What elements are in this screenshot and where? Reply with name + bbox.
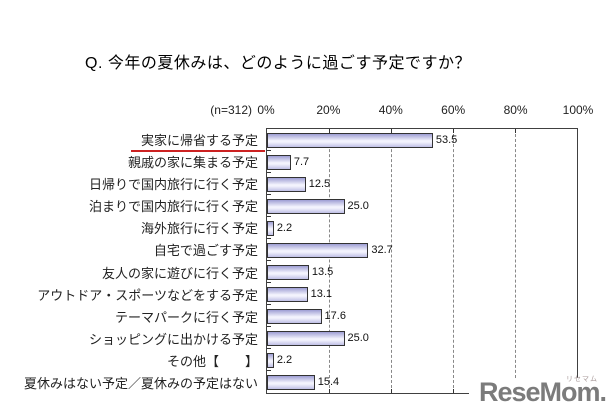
axis-tick — [453, 129, 454, 133]
row-boundary-tick — [267, 348, 271, 349]
bar — [267, 198, 345, 214]
x-tick-label: 100% — [562, 103, 594, 117]
value-label: 7.7 — [293, 156, 310, 168]
category-label: ショッピングに出かける予定 — [88, 332, 258, 348]
category-label: 実家に帰省する予定 — [140, 132, 258, 148]
category-axis: 実家に帰省する予定親戚の家に集まる予定日帰りで国内旅行に行く予定 泊まりで国内旅行… — [0, 128, 262, 394]
resemom-logo: リセマム ReseMom. — [468, 376, 608, 407]
chart-title: Q. 今年の夏休みは、どのように過ごす予定ですか？ — [85, 55, 471, 72]
bar — [267, 264, 309, 280]
value-label: 13.1 — [310, 288, 333, 300]
axis-tick — [391, 389, 392, 393]
row-boundary-tick — [267, 171, 271, 173]
value-label: 15.4 — [317, 376, 340, 388]
bar — [267, 132, 433, 148]
gridline — [453, 129, 454, 393]
value-label: 12.5 — [308, 178, 331, 190]
bar — [267, 352, 274, 368]
row-boundary-tick — [267, 303, 271, 305]
axis-tick — [329, 129, 330, 133]
row-boundary-tick — [267, 238, 271, 239]
value-label: 13.5 — [311, 266, 334, 278]
row-boundary-tick — [267, 326, 271, 327]
value-label: 25.0 — [347, 200, 369, 212]
row-boundary-tick — [267, 194, 271, 195]
row-boundary-tick — [267, 215, 271, 217]
bar — [267, 154, 291, 170]
axis-tick — [453, 389, 454, 393]
x-tick-label: 0% — [257, 103, 275, 117]
bar-row: 2.2 — [267, 217, 577, 239]
value-label: 25.0 — [347, 332, 369, 344]
category-label: 自宅で過ごす予定 — [153, 243, 258, 259]
category-label: その他【 】 — [166, 354, 258, 370]
bar-row: 7.7 — [267, 151, 577, 173]
x-axis: 0% 20% 40% 60% 80% 100% — [257, 103, 593, 118]
row-boundary-tick — [267, 260, 271, 261]
axis-tick — [515, 129, 516, 133]
x-tick-label: 40% — [378, 103, 403, 117]
axis-tick — [391, 129, 392, 133]
row-boundary-tick — [267, 149, 271, 151]
bar — [267, 308, 322, 324]
value-label: 17.6 — [324, 310, 346, 322]
highlight-underline — [131, 150, 265, 152]
bar — [267, 374, 315, 390]
plot-area: 53.5 7.7 12.5 25.0 2.2 32.7 13.5 13.1 17.6 25.0 2.… — [266, 128, 578, 394]
x-tick-label: 80% — [503, 103, 528, 117]
bar — [267, 286, 308, 302]
gridline — [329, 129, 330, 393]
x-tick-label: 60% — [441, 103, 466, 117]
value-label: 53.5 — [435, 134, 458, 146]
logo-text: ReseMom. — [478, 377, 607, 407]
bar-row: 13.5 — [267, 261, 577, 283]
axis-tick — [329, 389, 330, 393]
bar-row: 15.4 — [267, 371, 577, 393]
gridline — [515, 129, 516, 393]
bar — [267, 176, 306, 192]
value-label: 2.2 — [276, 222, 293, 234]
bar — [267, 330, 345, 346]
bar-row: 53.5 — [267, 129, 577, 151]
logo-furigana-text: リセマム — [566, 376, 598, 383]
bar-row: 12.5 — [267, 173, 577, 195]
category-label: 泊まりで国内旅行に行く予定 — [88, 199, 258, 215]
category-label: 海外旅行に行く予定 — [140, 221, 258, 237]
x-tick-label: 20% — [316, 103, 341, 117]
bar — [267, 220, 274, 236]
gridline — [391, 129, 392, 393]
bar — [267, 242, 369, 258]
value-label: 2.2 — [276, 354, 293, 366]
category-label: 友人の家に遊びに行く予定 — [101, 265, 258, 281]
category-label: 親戚の家に集まる予定 — [127, 154, 258, 170]
bar-row: 17.6 — [267, 305, 577, 327]
sample-size-label: (n=312) — [210, 103, 252, 117]
category-label: アウトドア・スポーツなどをする予定 — [37, 287, 258, 303]
value-label: 32.7 — [371, 244, 393, 256]
bar-row: 13.1 — [267, 283, 577, 305]
bar-row: 25.0 — [267, 195, 577, 217]
category-label: 夏休みはない予定／夏休みの予定はない — [23, 376, 258, 392]
row-boundary-tick — [267, 369, 271, 371]
bar-row: 32.7 — [267, 239, 577, 261]
row-boundary-tick — [267, 282, 271, 283]
category-label: 日帰りで国内旅行に行く予定 — [88, 176, 258, 192]
bar-row: 25.0 — [267, 327, 577, 349]
bar-row: 2.2 — [267, 349, 577, 371]
category-label: テーマパークに行く予定 — [114, 309, 258, 325]
